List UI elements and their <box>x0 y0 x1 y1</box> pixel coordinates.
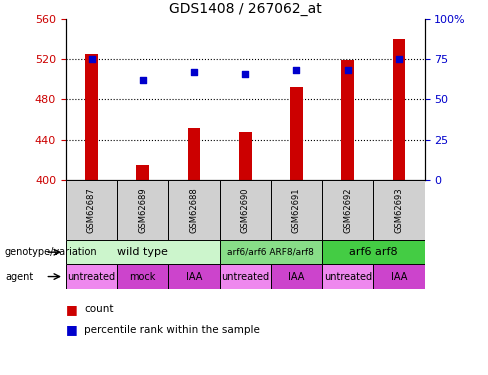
Text: GSM62687: GSM62687 <box>87 187 96 233</box>
Bar <box>392 39 406 180</box>
Text: untreated: untreated <box>324 272 372 282</box>
Text: arf6 arf8: arf6 arf8 <box>349 247 398 257</box>
Text: ■: ■ <box>66 324 78 336</box>
Text: IAA: IAA <box>391 272 407 282</box>
Text: agent: agent <box>5 272 33 282</box>
Bar <box>271 180 322 240</box>
Bar <box>271 264 322 289</box>
Text: GSM62688: GSM62688 <box>189 187 199 233</box>
Bar <box>290 87 303 180</box>
Text: ■: ■ <box>66 303 78 316</box>
Bar <box>220 264 271 289</box>
Text: wild type: wild type <box>117 247 168 257</box>
Bar <box>220 240 322 264</box>
Text: untreated: untreated <box>67 272 116 282</box>
Text: GSM62691: GSM62691 <box>292 187 301 233</box>
Bar <box>341 60 354 180</box>
Text: GSM62690: GSM62690 <box>241 187 250 233</box>
Text: IAA: IAA <box>288 272 305 282</box>
Point <box>395 56 403 62</box>
Bar <box>239 132 252 180</box>
Bar <box>66 180 117 240</box>
Bar <box>373 264 425 289</box>
Text: IAA: IAA <box>186 272 202 282</box>
Bar <box>66 264 117 289</box>
Bar <box>322 180 373 240</box>
Point <box>242 70 249 76</box>
Bar <box>168 180 220 240</box>
Bar <box>373 180 425 240</box>
Title: GDS1408 / 267062_at: GDS1408 / 267062_at <box>169 2 322 16</box>
Text: GSM62692: GSM62692 <box>343 187 352 233</box>
Point <box>293 68 301 74</box>
Bar <box>322 264 373 289</box>
Bar <box>322 240 425 264</box>
Text: genotype/variation: genotype/variation <box>5 247 98 257</box>
Bar <box>136 165 149 180</box>
Text: count: count <box>84 304 114 314</box>
Bar <box>187 128 201 180</box>
Text: arf6/arf6 ARF8/arf8: arf6/arf6 ARF8/arf8 <box>227 248 314 256</box>
Text: GSM62693: GSM62693 <box>394 187 404 233</box>
Bar <box>66 240 220 264</box>
Text: untreated: untreated <box>221 272 269 282</box>
Bar <box>117 180 168 240</box>
Text: GSM62689: GSM62689 <box>138 187 147 233</box>
Text: percentile rank within the sample: percentile rank within the sample <box>84 325 260 335</box>
Text: mock: mock <box>129 272 156 282</box>
Bar <box>85 54 98 180</box>
Point <box>190 69 198 75</box>
Point <box>344 68 352 74</box>
Bar <box>117 264 168 289</box>
Point <box>139 77 147 83</box>
Point <box>88 56 96 62</box>
Bar <box>220 180 271 240</box>
Bar <box>168 264 220 289</box>
